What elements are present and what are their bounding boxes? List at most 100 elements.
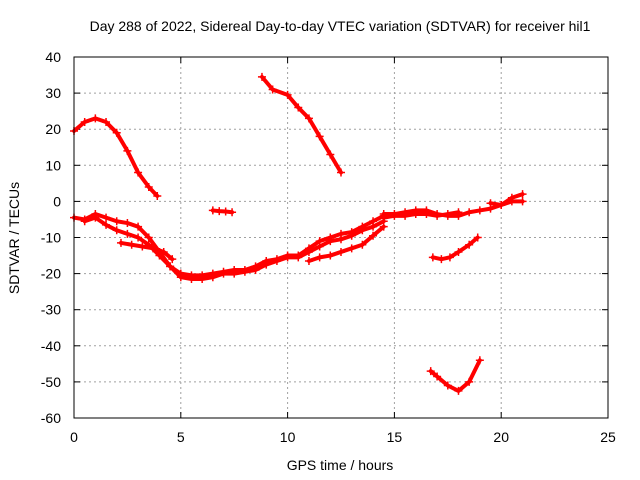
data-point xyxy=(230,269,239,278)
data-point xyxy=(326,237,335,246)
data-point xyxy=(379,213,388,222)
x-tick-label: 5 xyxy=(177,429,185,445)
data-point xyxy=(390,211,399,220)
data-point xyxy=(433,372,442,381)
data-point xyxy=(198,275,207,284)
data-point xyxy=(187,275,196,284)
data-point xyxy=(134,222,143,231)
y-tick-label: 10 xyxy=(45,157,61,173)
data-point xyxy=(426,367,435,376)
series-arc-11 xyxy=(428,233,482,264)
data-point xyxy=(369,222,378,231)
data-point xyxy=(337,235,345,244)
x-tick-label: 25 xyxy=(600,429,616,445)
data-point xyxy=(153,191,162,200)
data-point xyxy=(272,256,281,265)
data-point xyxy=(475,206,484,215)
data-point xyxy=(518,190,527,199)
data-point xyxy=(497,201,506,210)
data-point xyxy=(102,213,111,222)
data-point xyxy=(149,244,158,253)
data-point xyxy=(304,256,313,265)
data-point xyxy=(80,217,89,226)
x-tick-label: 10 xyxy=(280,429,296,445)
data-point xyxy=(268,85,277,94)
data-point xyxy=(315,132,324,141)
plot-frame xyxy=(73,56,609,419)
data-point xyxy=(358,226,367,235)
x-tick-label: 20 xyxy=(493,429,509,445)
x-tick-label: 0 xyxy=(70,429,78,445)
data-point xyxy=(123,146,132,155)
data-point xyxy=(283,253,292,262)
y-tick-label: 0 xyxy=(53,193,61,209)
data-point xyxy=(134,168,143,177)
series-arc-10 xyxy=(486,190,527,210)
data-point xyxy=(219,269,228,278)
series-trace xyxy=(259,74,343,175)
y-tick-label: 30 xyxy=(45,85,61,101)
data-point xyxy=(168,255,177,264)
data-point xyxy=(304,114,313,123)
data-point xyxy=(437,255,446,264)
data-point xyxy=(112,226,121,235)
data-point xyxy=(228,208,237,217)
data-point xyxy=(257,72,266,81)
series-arc-2 xyxy=(257,72,345,177)
data-point xyxy=(454,247,463,256)
data-point xyxy=(144,233,153,242)
data-point xyxy=(304,247,313,256)
y-tick-label: 40 xyxy=(45,49,61,65)
data-point xyxy=(138,242,147,251)
series-arc-6 xyxy=(208,206,237,217)
data-point xyxy=(294,103,303,112)
series-arc-5 xyxy=(116,238,177,264)
data-point xyxy=(102,220,111,229)
data-point xyxy=(91,213,100,222)
y-tick-label: -30 xyxy=(41,302,61,318)
data-point xyxy=(159,247,168,256)
data-point xyxy=(251,265,260,274)
data-point xyxy=(112,128,121,137)
gridlines xyxy=(74,57,608,418)
data-point xyxy=(358,240,367,249)
data-point xyxy=(80,117,89,126)
series-trace xyxy=(428,358,482,393)
data-point xyxy=(116,238,125,247)
data-point xyxy=(123,229,132,238)
data-point xyxy=(401,211,410,220)
chart-title: Day 288 of 2022, Sidereal Day-to-day VTE… xyxy=(90,18,591,34)
y-tick-label: -10 xyxy=(41,230,61,246)
data-point xyxy=(347,231,356,240)
y-tick-label: -40 xyxy=(41,338,61,354)
data-point xyxy=(127,240,136,249)
data-point xyxy=(102,117,111,126)
y-tick-label: 20 xyxy=(45,121,61,137)
data-point xyxy=(208,273,217,282)
data-point xyxy=(507,193,516,202)
data-point xyxy=(347,244,356,253)
data-point xyxy=(91,114,100,123)
series-arc-7 xyxy=(304,222,388,265)
data-point xyxy=(166,262,175,271)
data-point xyxy=(454,208,463,217)
data-point xyxy=(454,386,463,395)
data-point xyxy=(422,210,431,219)
series-group xyxy=(70,72,527,395)
data-point xyxy=(134,233,143,242)
data-point xyxy=(473,233,482,242)
data-point xyxy=(443,210,452,219)
data-point xyxy=(294,253,303,262)
data-point xyxy=(262,260,271,269)
y-axis-label: SDTVAR / TECUs xyxy=(6,182,22,294)
data-point xyxy=(369,231,378,240)
series-trace xyxy=(488,192,525,208)
data-point xyxy=(443,381,452,390)
data-point xyxy=(144,182,153,191)
data-point xyxy=(445,253,454,262)
data-point xyxy=(337,247,345,256)
series-trace xyxy=(430,235,480,262)
data-point xyxy=(428,253,437,262)
data-point xyxy=(240,267,249,276)
